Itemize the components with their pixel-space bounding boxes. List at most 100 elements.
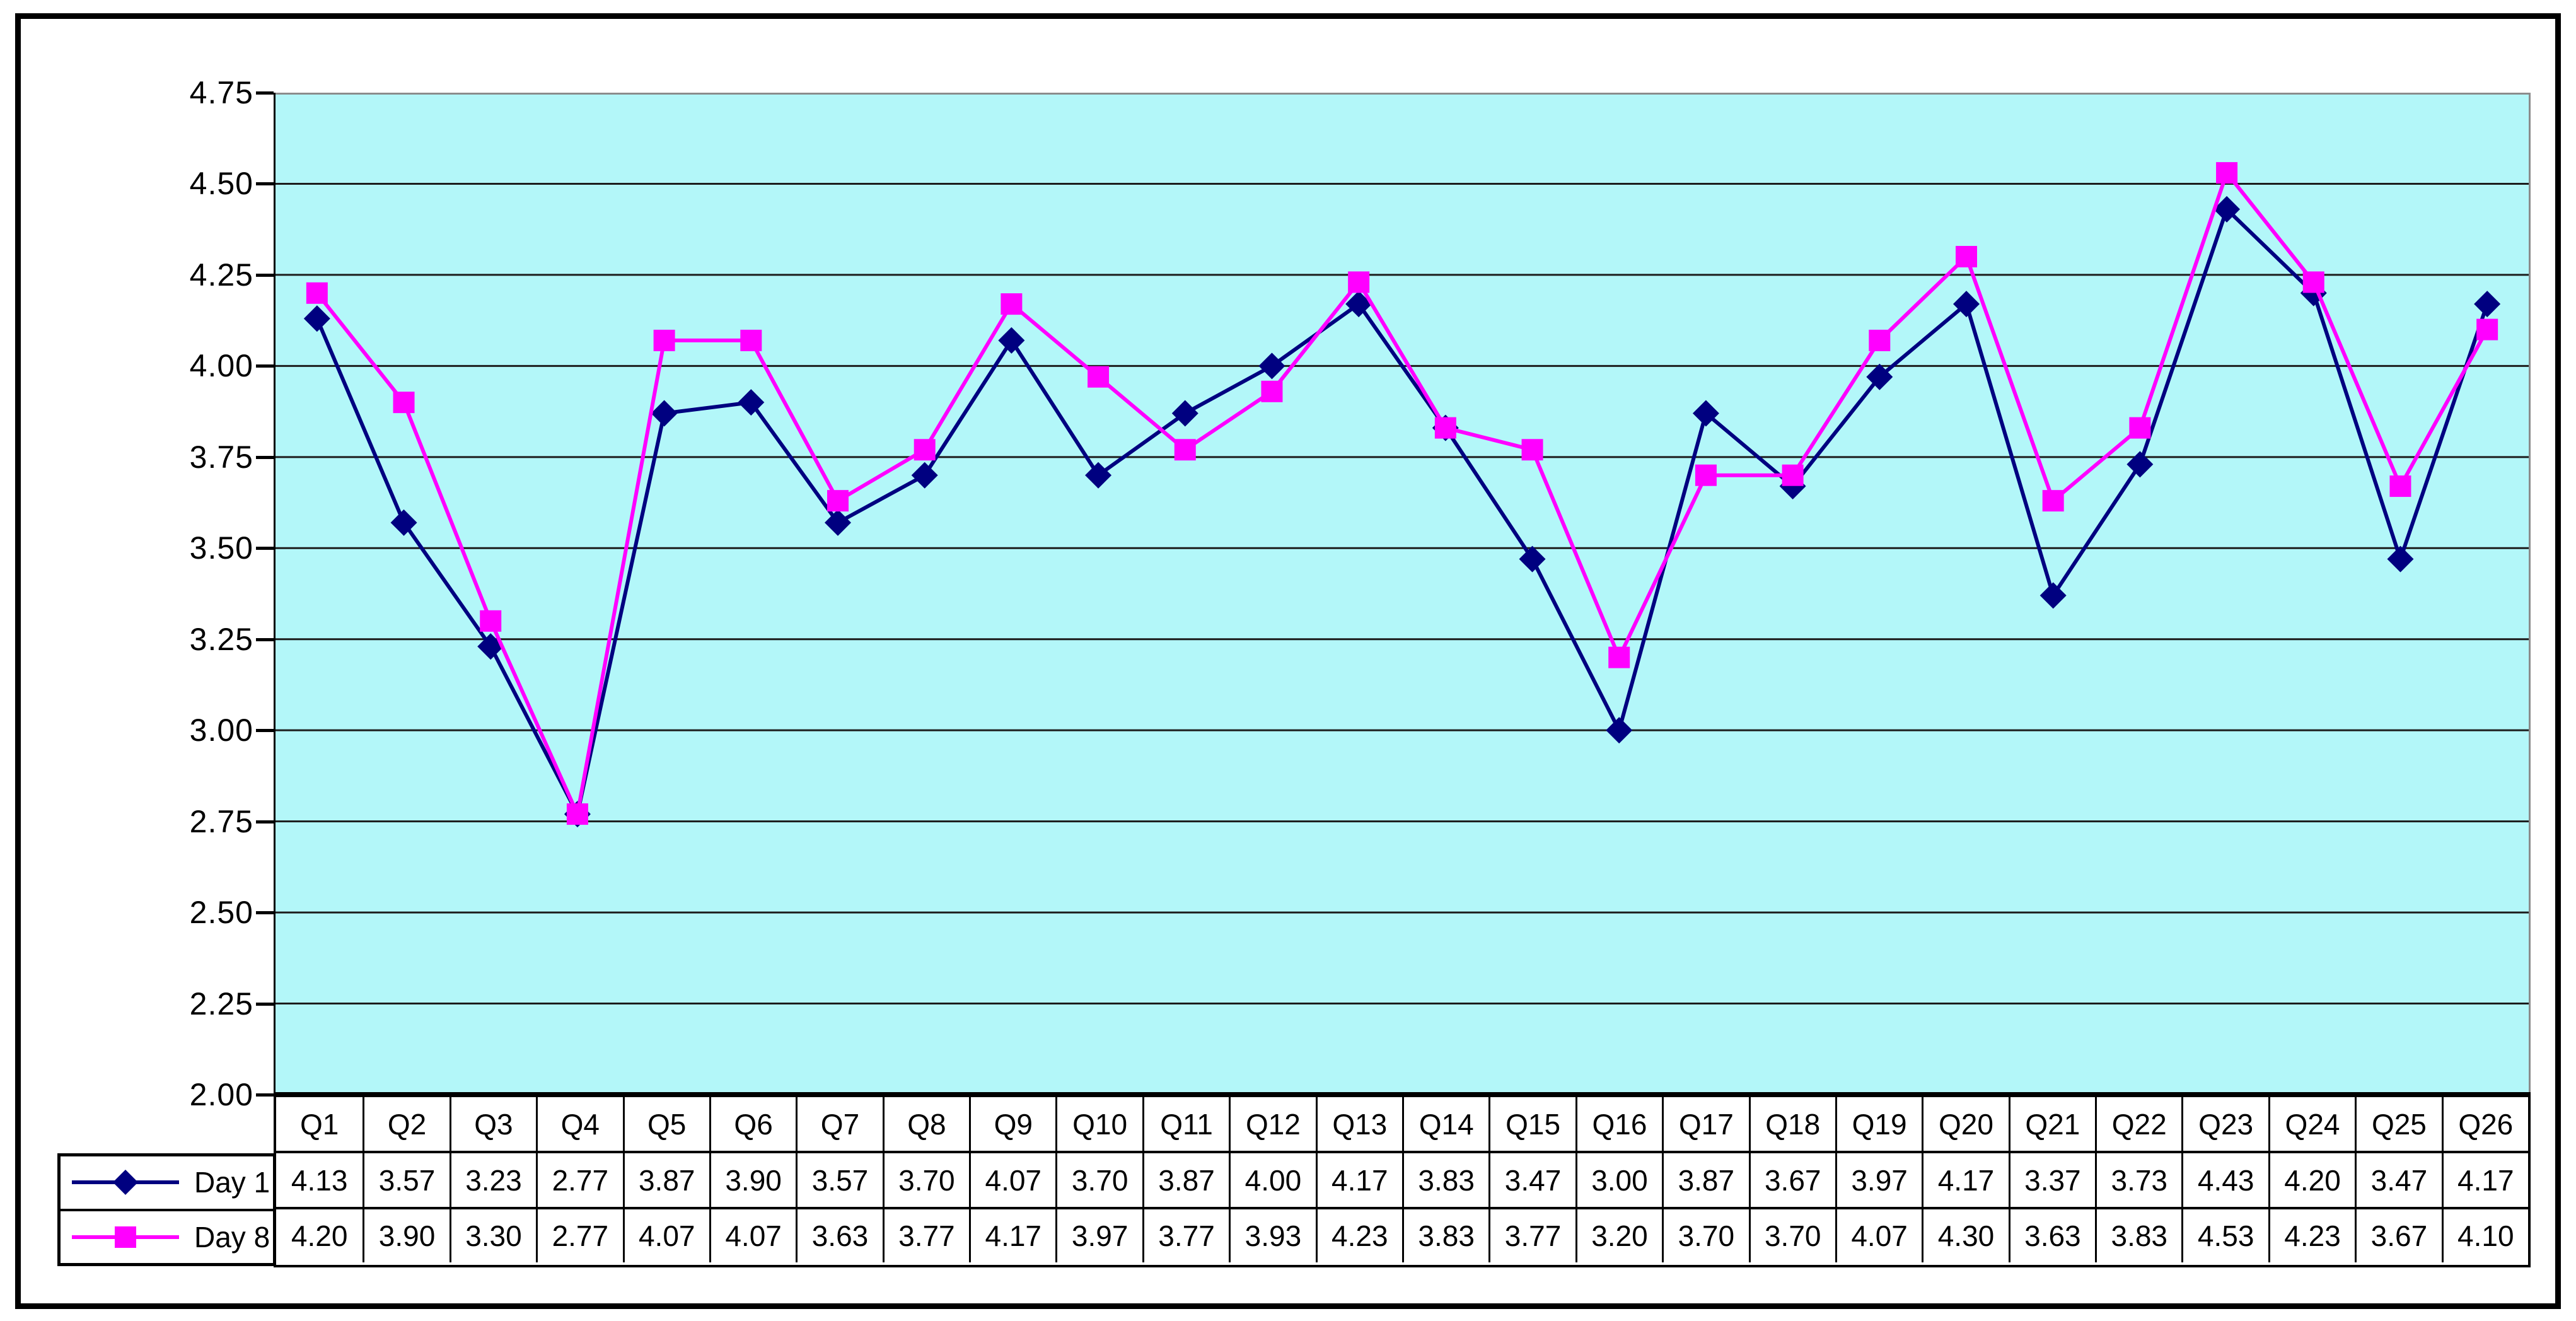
series-day-1-marker (738, 389, 765, 416)
series-day-8-marker (1088, 366, 1110, 388)
value-axis-tick (256, 729, 274, 733)
value-axis-label: 4.25 (189, 257, 253, 293)
series-day-1-marker (1692, 400, 1719, 427)
value-cell-day-8: 4.10 (2441, 1209, 2528, 1262)
category-header-cell: Q5 (622, 1097, 709, 1153)
value-cell-day-1: 3.90 (709, 1153, 796, 1209)
category-header-cell: Q2 (363, 1097, 450, 1153)
series-day-1-marker (911, 462, 938, 489)
series-day-1-marker (1258, 352, 1285, 380)
value-axis-tick (256, 1002, 274, 1006)
category-header-cell: Q14 (1401, 1097, 1489, 1153)
value-cell-day-1: 4.17 (2441, 1153, 2528, 1209)
value-axis-tick (256, 547, 274, 550)
legend-key-day-8-icon (72, 1226, 179, 1248)
series-day-1-line (315, 207, 2489, 817)
value-cell-day-1: 4.17 (1922, 1153, 2009, 1209)
legend-item-day-1: Day 1 (61, 1156, 273, 1211)
value-axis-label: 2.75 (189, 803, 253, 839)
value-cell-day-1: 4.07 (969, 1153, 1056, 1209)
series-day-8-marker (827, 490, 849, 512)
series-day-1-marker (303, 305, 330, 332)
series-day-8-marker (2216, 162, 2238, 184)
value-cell-day-8: 2.77 (536, 1209, 622, 1262)
series-day-1-marker (1085, 462, 1112, 489)
category-header-cell: Q17 (1662, 1097, 1749, 1153)
value-cell-day-8: 3.77 (882, 1209, 969, 1262)
series-day-8-marker (2476, 318, 2498, 340)
series-day-8-marker (1001, 293, 1023, 315)
value-cell-day-1: 3.73 (2095, 1153, 2182, 1209)
value-cell-day-1: 4.00 (1229, 1153, 1316, 1209)
value-cell-day-1: 4.43 (2181, 1153, 2268, 1209)
category-header-cell: Q25 (2355, 1097, 2442, 1153)
data-table: Q1 Q2 Q3 Q4 Q5 Q6 Q7 Q8 Q9 Q10 Q11 Q12 Q13 Q14 Q15 Q16 Q… (274, 1095, 2531, 1267)
category-header-cell: Q4 (536, 1097, 623, 1153)
value-axis-label: 2.00 (189, 1077, 253, 1112)
value-cell-day-1: 4.17 (1315, 1153, 1402, 1209)
series-day-1-marker (1171, 400, 1198, 427)
series-day-8-marker (1608, 646, 1630, 668)
value-cell-day-8: 4.07 (1835, 1209, 1922, 1262)
category-header-cell: Q23 (2181, 1097, 2268, 1153)
series-day-1-marker (2126, 451, 2154, 478)
category-header-cell: Q8 (882, 1097, 970, 1153)
category-header-cell: Q20 (1922, 1097, 2009, 1153)
value-cell-day-1: 3.97 (1835, 1153, 1922, 1209)
value-axis-label: 4.50 (189, 166, 253, 202)
series-day-1-marker (2213, 195, 2241, 223)
value-axis-label: 3.75 (189, 439, 253, 475)
category-header-cell: Q18 (1748, 1097, 1835, 1153)
series-day-1-marker (825, 509, 851, 536)
category-header-cell: Q10 (1055, 1097, 1142, 1153)
series-day-8-marker (2389, 475, 2411, 498)
series-day-1-marker (2474, 291, 2501, 318)
series-day-1-marker (1953, 291, 1980, 318)
value-cell-day-8: 4.17 (969, 1209, 1055, 1262)
value-axis-label: 2.50 (189, 895, 253, 931)
value-axis-tick (256, 1093, 274, 1097)
series-day-8-marker (2302, 271, 2324, 293)
series-day-1-marker (1519, 545, 1546, 573)
series-day-1-marker (2039, 582, 2067, 609)
series-day-8-marker (2042, 490, 2064, 512)
value-cell-day-1: 3.37 (2008, 1153, 2096, 1209)
value-cell-day-1: 3.87 (1662, 1153, 1749, 1209)
legend-label: Day 8 (194, 1220, 270, 1254)
category-header-cell: Q11 (1142, 1097, 1229, 1153)
value-axis-label: 4.75 (189, 75, 253, 110)
series-day-8-marker (480, 610, 502, 632)
category-header-cell: Q6 (709, 1097, 796, 1153)
category-header-cell: Q22 (2095, 1097, 2182, 1153)
value-cell-day-8: 3.97 (1055, 1209, 1142, 1262)
value-cell-day-8: 4.23 (2268, 1209, 2355, 1262)
value-cell-day-8: 3.70 (1662, 1209, 1748, 1262)
series-day-1-marker (1345, 291, 1372, 318)
category-header-cell: Q1 (276, 1097, 363, 1153)
value-cell-day-1: 3.47 (2355, 1153, 2442, 1209)
series-day-1-marker (651, 400, 678, 427)
value-axis-label: 2.25 (189, 986, 253, 1021)
value-cell-day-8: 4.07 (709, 1209, 796, 1262)
value-cell-day-1: 3.23 (449, 1153, 537, 1209)
value-axis-tick (256, 637, 274, 641)
value-cell-day-8: 4.30 (1922, 1209, 2008, 1262)
category-header-cell: Q3 (449, 1097, 537, 1153)
category-header-cell: Q16 (1575, 1097, 1662, 1153)
series-day-1-marker (390, 509, 417, 536)
category-header-cell: Q13 (1315, 1097, 1402, 1153)
category-header-cell: Q26 (2441, 1097, 2528, 1153)
value-axis-tick (256, 455, 274, 459)
value-axis-label: 3.00 (189, 713, 253, 748)
series-day-1-marker (1606, 717, 1633, 744)
category-header-cell: Q12 (1229, 1097, 1316, 1153)
series-day-8-marker (1782, 464, 1804, 486)
value-axis-tick (256, 182, 274, 186)
category-header-cell: Q19 (1835, 1097, 1922, 1153)
value-cell-day-8: 3.93 (1229, 1209, 1315, 1262)
series-day-8-line (315, 171, 2489, 817)
series-day-8-marker (393, 392, 415, 414)
category-header-cell: Q21 (2008, 1097, 2096, 1153)
category-header-cell: Q24 (2268, 1097, 2355, 1153)
